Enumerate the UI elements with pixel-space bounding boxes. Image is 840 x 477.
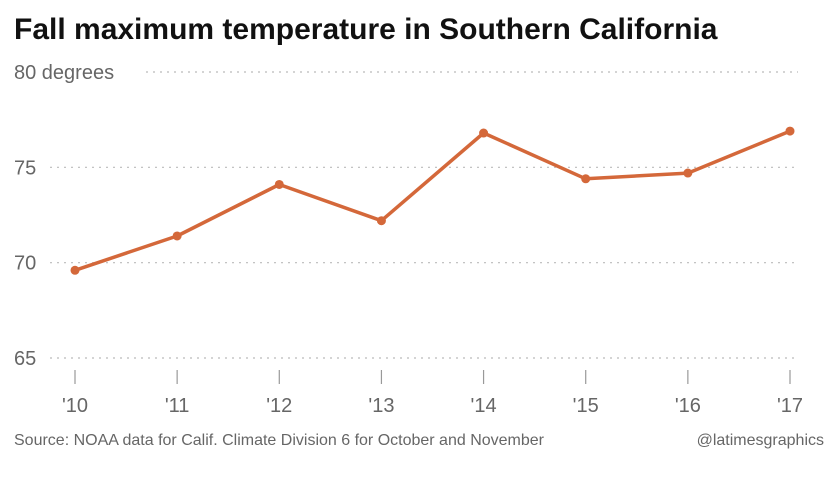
data-point-17	[785, 126, 795, 136]
y-tick-label-75: 75	[14, 157, 36, 179]
data-point-14	[479, 128, 489, 138]
x-tick-label-4: '14	[471, 395, 497, 417]
data-point-13	[376, 216, 386, 226]
x-axis-labels: '10 '11 '12 '13 '14 '15 '16 '17	[62, 395, 803, 417]
source-note: Source: NOAA data for Calif. Climate Div…	[14, 432, 544, 449]
data-point-12	[274, 179, 284, 189]
data-point-11	[172, 231, 182, 241]
temperature-series	[70, 126, 795, 275]
y-tick-label-80: 80 degrees	[14, 62, 114, 84]
x-tick-label-1: '11	[165, 395, 190, 417]
x-tick-label-5: '15	[573, 395, 599, 417]
chart-title: Fall maximum temperature in Southern Cal…	[14, 13, 718, 46]
data-point-16	[683, 168, 693, 178]
data-point-15	[581, 174, 591, 184]
x-tick-label-0: '10	[62, 395, 88, 417]
data-point-10	[70, 265, 80, 275]
credit-handle: @latimesgraphics	[696, 432, 824, 449]
x-axis-ticks	[74, 370, 791, 384]
grid-lines	[50, 71, 798, 359]
y-tick-label-65: 65	[14, 348, 36, 370]
y-axis-labels: 80 degrees 75 70 65	[14, 62, 114, 370]
chart-footer: Source: NOAA data for Calif. Climate Div…	[14, 432, 824, 456]
x-tick-label-3: '13	[368, 395, 394, 417]
x-tick-label-2: '12	[266, 395, 292, 417]
x-tick-label-6: '16	[675, 395, 701, 417]
y-tick-label-70: 70	[14, 253, 36, 275]
x-tick-label-7: '17	[777, 395, 803, 417]
series-line-0	[73, 129, 792, 273]
